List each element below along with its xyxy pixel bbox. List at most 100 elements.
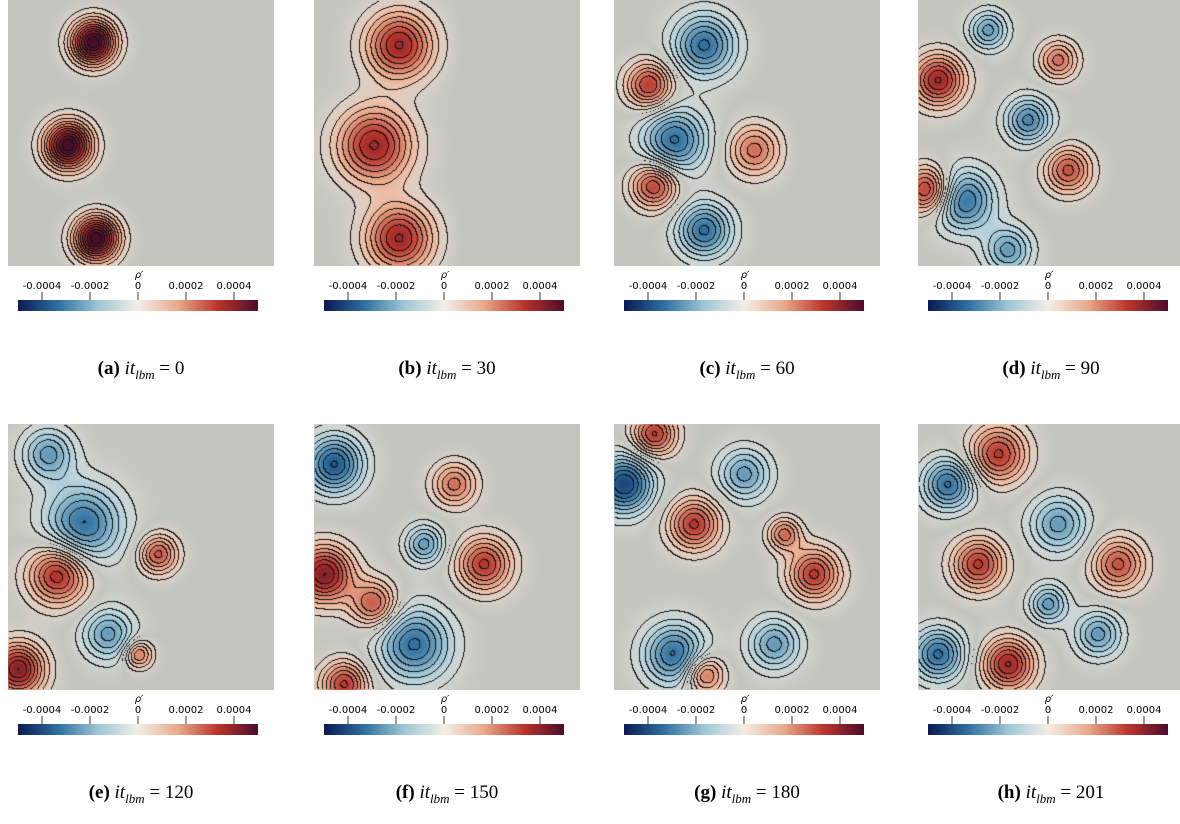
panel-caption: (c) itlbm = 60 <box>614 358 880 383</box>
colorbar-tick-label: 0.0002 <box>169 705 204 716</box>
figure-panel: ρ′ -0.0004 -0.0002 0 0.0002 0.0004 (b) itlbm =… <box>314 0 584 400</box>
colorbar-gradient <box>624 300 864 311</box>
equals-sign: = <box>1060 358 1081 379</box>
panel-label: (b) <box>398 358 422 379</box>
colorbar-tick-label: 0.0002 <box>1079 281 1114 292</box>
colorbar-tick-label: -0.0004 <box>23 705 62 716</box>
colorbar-tick-label: -0.0002 <box>981 705 1020 716</box>
colorbar-tick-label: 0.0004 <box>217 705 252 716</box>
iteration-value: 150 <box>469 782 499 803</box>
colorbar-gradient <box>18 300 258 311</box>
equals-sign: = <box>154 358 175 379</box>
equals-sign: = <box>144 782 165 803</box>
colorbar-tick-label: -0.0004 <box>933 705 972 716</box>
figure-panel: ρ′ -0.0004 -0.0002 0 0.0002 0.0004 (c) itlbm =… <box>614 0 884 400</box>
colorbar-gradient <box>928 724 1168 735</box>
iteration-subscript: lbm <box>731 790 752 806</box>
colorbar-tick-label: -0.0004 <box>329 705 368 716</box>
panel-caption: (a) itlbm = 0 <box>8 358 274 383</box>
colorbar-tick-label: 0 <box>741 281 747 292</box>
panel-caption: (e) itlbm = 120 <box>8 782 274 807</box>
colorbar: -0.0004 -0.0002 0 0.0002 0.0004 <box>624 281 864 311</box>
colorbar-tick-label: 0.0002 <box>475 705 510 716</box>
colorbar-tick-label: 0.0002 <box>775 705 810 716</box>
colorbar: -0.0004 -0.0002 0 0.0002 0.0004 <box>928 705 1168 735</box>
colorbar-tick-label: 0 <box>135 281 141 292</box>
figure-panel: ρ′ -0.0004 -0.0002 0 0.0002 0.0004 (h) itlbm =… <box>918 424 1180 824</box>
colorbar-tick-label: 0 <box>135 705 141 716</box>
colorbar-tick-label: 0 <box>1045 705 1051 716</box>
colorbar: -0.0004 -0.0002 0 0.0002 0.0004 <box>324 281 564 311</box>
panel-label: (f) <box>395 782 415 803</box>
colorbar-tick-label: 0 <box>1045 281 1051 292</box>
panel-caption: (g) itlbm = 180 <box>614 782 880 807</box>
density-fluctuation-field <box>314 424 580 690</box>
equals-sign: = <box>456 358 477 379</box>
colorbar-tick-label: -0.0004 <box>23 281 62 292</box>
colorbar-tick-label: 0 <box>441 705 447 716</box>
iteration-symbol: it <box>414 782 431 803</box>
iteration-value: 0 <box>174 358 185 379</box>
density-fluctuation-field <box>614 0 880 266</box>
colorbar: -0.0004 -0.0002 0 0.0002 0.0004 <box>624 705 864 735</box>
colorbar-tick-label: 0 <box>441 281 447 292</box>
iteration-value: 60 <box>775 358 795 379</box>
equals-sign: = <box>751 782 772 803</box>
iteration-subscript: lbm <box>135 366 155 382</box>
iteration-symbol: it <box>119 358 136 379</box>
density-fluctuation-field <box>314 0 580 266</box>
iteration-symbol: it <box>421 358 437 379</box>
colorbar-tick-label: 0.0004 <box>523 281 558 292</box>
equals-sign: = <box>1055 782 1076 803</box>
iteration-symbol: it <box>720 358 736 379</box>
iteration-subscript: lbm <box>125 790 145 806</box>
density-fluctuation-field <box>8 0 274 266</box>
iteration-value: 120 <box>164 782 194 803</box>
colorbar-tick-label: -0.0002 <box>677 281 716 292</box>
colorbar: -0.0004 -0.0002 0 0.0002 0.0004 <box>18 705 258 735</box>
density-fluctuation-field <box>918 0 1180 266</box>
iteration-subscript: lbm <box>1036 790 1056 806</box>
colorbar-tick-label: 0.0002 <box>1079 705 1114 716</box>
iteration-symbol: it <box>109 782 126 803</box>
colorbar-title: ρ′ <box>440 270 450 281</box>
panel-label: (g) <box>694 782 717 803</box>
colorbar-tick-label: -0.0002 <box>981 281 1020 292</box>
iteration-subscript: lbm <box>735 366 756 382</box>
colorbar-gradient <box>928 300 1168 311</box>
iteration-symbol: it <box>1020 782 1037 803</box>
colorbar-tick-label: -0.0004 <box>629 705 668 716</box>
iteration-value: 180 <box>771 782 800 803</box>
figure-panel: ρ′ -0.0004 -0.0002 0 0.0002 0.0004 (g) itlbm =… <box>614 424 884 824</box>
density-fluctuation-field <box>614 424 880 690</box>
iteration-value: 30 <box>476 358 496 379</box>
colorbar-tick-label: 0.0004 <box>1127 281 1162 292</box>
colorbar-title: ρ′ <box>740 694 750 705</box>
colorbar-gradient <box>324 724 564 735</box>
colorbar-tick-label: 0.0002 <box>475 281 510 292</box>
colorbar-gradient <box>18 724 258 735</box>
colorbar-tick-label: -0.0002 <box>71 281 110 292</box>
colorbar-tick-label: 0.0004 <box>217 281 252 292</box>
iteration-symbol: it <box>716 782 732 803</box>
colorbar-tick-label: 0.0004 <box>823 705 858 716</box>
iteration-value: 90 <box>1080 358 1100 379</box>
colorbar: -0.0004 -0.0002 0 0.0002 0.0004 <box>324 705 564 735</box>
colorbar-tick-label: -0.0002 <box>377 281 416 292</box>
panel-caption: (d) itlbm = 90 <box>918 358 1180 383</box>
colorbar-tick-label: -0.0004 <box>629 281 668 292</box>
panel-label: (c) <box>699 358 721 379</box>
colorbar-tick-label: -0.0002 <box>71 705 110 716</box>
panel-caption: (b) itlbm = 30 <box>314 358 580 383</box>
density-fluctuation-field <box>918 424 1180 690</box>
panel-label: (d) <box>1002 358 1026 379</box>
colorbar-title: ρ′ <box>1044 270 1054 281</box>
colorbar-tick-label: 0 <box>741 705 747 716</box>
panel-label: (e) <box>88 782 110 803</box>
panel-caption: (h) itlbm = 201 <box>918 782 1180 807</box>
figure-panel: ρ′ -0.0004 -0.0002 0 0.0002 0.0004 (d) itlbm =… <box>918 0 1180 400</box>
equals-sign: = <box>449 782 470 803</box>
colorbar-title: ρ′ <box>740 270 750 281</box>
iteration-subscript: lbm <box>430 790 450 806</box>
colorbar-tick-label: -0.0004 <box>933 281 972 292</box>
